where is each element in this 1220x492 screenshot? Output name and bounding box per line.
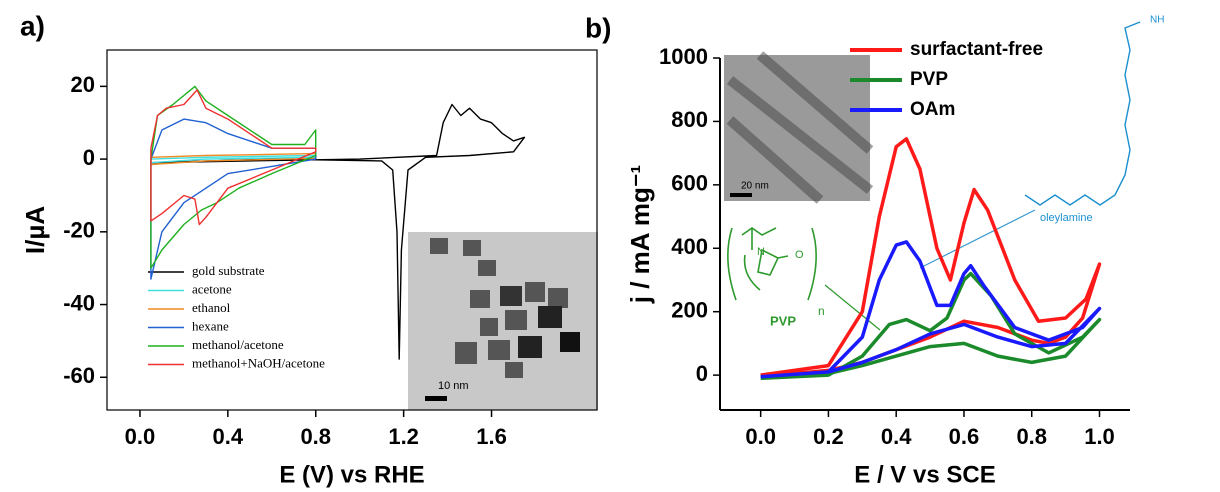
x-tick-label: 0.4 (881, 424, 912, 449)
legend-label: gold substrate (192, 263, 265, 278)
y-tick-label: -40 (63, 290, 95, 315)
oleylamine-structure (1024, 21, 1141, 206)
legend-label: hexane (192, 318, 229, 333)
y-tick-label: 0 (696, 361, 708, 386)
legend-label: methanol+NaOH/acetone (192, 355, 325, 370)
x-tick-label: 0.0 (745, 424, 776, 449)
x-tick-label: 0.8 (300, 424, 331, 449)
y-tick-label: 200 (671, 298, 708, 323)
plot-frame (106, 49, 598, 411)
x-tick-label: 1.6 (476, 424, 507, 449)
nanowires (726, 51, 874, 204)
x-tick-label: 0.2 (813, 424, 844, 449)
annotation: O (795, 249, 804, 261)
scale-bar (730, 193, 752, 197)
y-tick-label: 600 (671, 171, 708, 196)
x-tick-label: 0.6 (949, 424, 980, 449)
cv-curve (760, 137, 1102, 377)
y-tick-label: 1000 (659, 44, 708, 69)
x-tick-label: 0.8 (1016, 424, 1047, 449)
x-axis-label: E / V vs SCE (854, 461, 995, 488)
x-tick-label: 1.2 (388, 424, 419, 449)
scale-bar (425, 396, 447, 401)
annotation: N (757, 246, 765, 258)
legend-label: OAm (910, 99, 955, 120)
legend-label: methanol/acetone (192, 337, 284, 352)
cv-curve (150, 89, 317, 226)
pvp-structure (727, 227, 817, 301)
cv-curve (760, 271, 1102, 381)
arrow (919, 209, 1036, 269)
x-tick-label: 1.0 (1084, 424, 1115, 449)
y-tick-label: 800 (671, 107, 708, 132)
legend-label: PVP (910, 69, 948, 90)
x-tick-label: 0.4 (213, 424, 244, 449)
y-tick-label: -20 (63, 218, 95, 243)
arrow (824, 284, 881, 331)
legend-label: acetone (192, 281, 232, 296)
tem-inset-a (408, 232, 598, 410)
cv-curve (760, 240, 1102, 379)
y-axis-label: j / mA mg⁻¹ (625, 165, 655, 304)
panel-label: a) (20, 10, 45, 41)
annotation: NH (1150, 15, 1164, 26)
cv-curve (150, 118, 317, 280)
cv-curve (150, 103, 526, 360)
legend-label: surfactant-free (910, 39, 1043, 60)
y-tick-label: -60 (63, 363, 95, 388)
annotation: n (818, 304, 825, 318)
y-tick-label: 0 (83, 145, 95, 170)
x-axis-label: E (V) vs RHE (279, 461, 424, 488)
legend-label: ethanol (192, 300, 231, 315)
y-tick-label: 20 (71, 72, 95, 97)
y-axis-label: I/µA (20, 206, 50, 254)
y-tick-label: 400 (671, 234, 708, 259)
cv-curve (150, 85, 317, 269)
annotation: 20 nm (741, 181, 769, 192)
x-tick-label: 0.0 (125, 424, 156, 449)
annotation: PVP (770, 313, 796, 328)
annotation: oleylamine (1040, 212, 1093, 224)
panel-label: b) (585, 12, 611, 43)
nanocubes (430, 238, 580, 378)
annotation: 10 nm (438, 380, 469, 392)
